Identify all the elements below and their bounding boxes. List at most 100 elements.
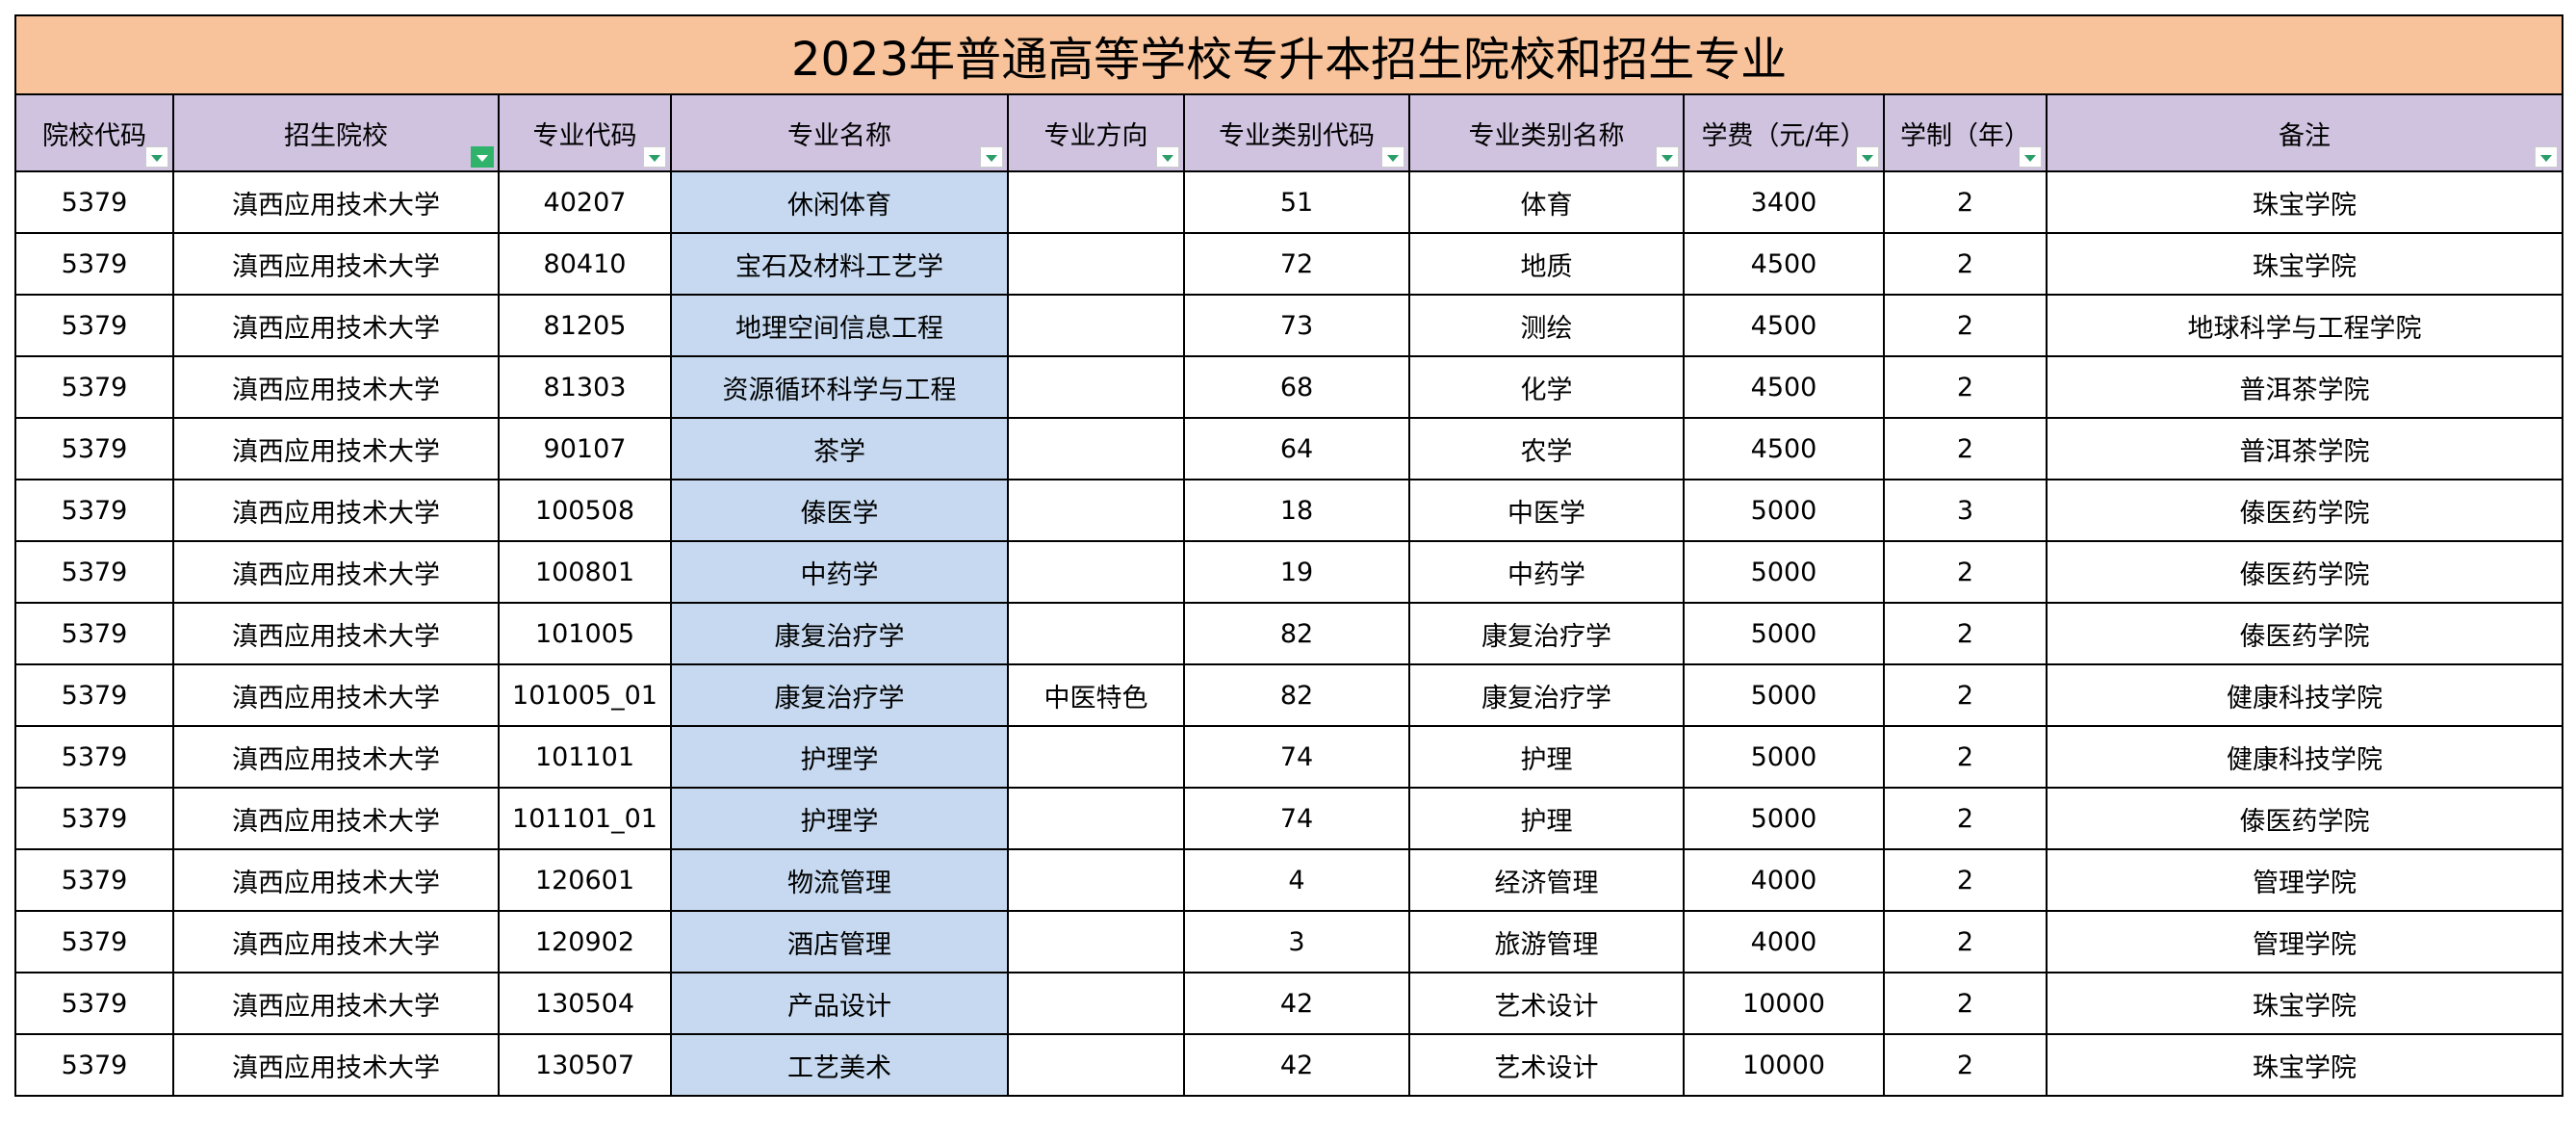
table-cell: 滇西应用技术大学 xyxy=(172,910,500,973)
table-cell: 101005_01 xyxy=(498,663,672,727)
table-cell: 滇西应用技术大学 xyxy=(172,232,500,296)
table-cell: 测绘 xyxy=(1408,294,1685,357)
table-cell: 傣医学 xyxy=(670,479,1009,542)
table-cell: 130507 xyxy=(498,1033,672,1097)
table-row: 5379 滇西应用技术大学 81205 地理空间信息工程 73 测绘 4500 2 地球科学与工… xyxy=(14,294,2564,357)
table-cell: 90107 xyxy=(498,417,672,480)
table-cell xyxy=(1007,355,1185,419)
table-cell: 滇西应用技术大学 xyxy=(172,663,500,727)
table-cell xyxy=(1007,479,1185,542)
table-cell: 5379 xyxy=(14,355,174,419)
table-cell: 5379 xyxy=(14,910,174,973)
table-cell: 120601 xyxy=(498,848,672,912)
table-cell: 护理学 xyxy=(670,725,1009,789)
table-cell: 42 xyxy=(1183,1033,1410,1097)
table-cell: 81303 xyxy=(498,355,672,419)
table-cell: 康复治疗学 xyxy=(670,663,1009,727)
table-cell: 普洱茶学院 xyxy=(2045,417,2564,480)
data-table: 2023年普通高等学校专升本招生院校和招生专业 院校代码 招生院校 专业代码 专业名称… xyxy=(13,14,2564,1097)
table-row: 5379 滇西应用技术大学 101005_01 康复治疗学 中医特色 82 康复治疗学 500… xyxy=(14,663,2564,727)
table-cell: 5379 xyxy=(14,540,174,604)
table-cell xyxy=(1007,417,1185,480)
table-cell: 74 xyxy=(1183,725,1410,789)
table-cell: 5379 xyxy=(14,972,174,1035)
table-cell xyxy=(1007,787,1185,850)
table-cell: 中药学 xyxy=(670,540,1009,604)
column-header[interactable]: 专业类别代码 xyxy=(1183,93,1410,172)
table-cell: 产品设计 xyxy=(670,972,1009,1035)
table-cell: 100801 xyxy=(498,540,672,604)
table-cell: 康复治疗学 xyxy=(1408,663,1685,727)
table-cell: 珠宝学院 xyxy=(2045,972,2564,1035)
table-cell: 10000 xyxy=(1683,972,1885,1035)
column-header[interactable]: 专业类别名称 xyxy=(1408,93,1685,172)
table-cell: 护理学 xyxy=(670,787,1009,850)
header-row: 院校代码 招生院校 专业代码 专业名称 专业方向 专业类别代码 专业类别名称 学费（元/年）学… xyxy=(14,93,2564,172)
table-cell: 2 xyxy=(1883,232,2048,296)
table-row: 5379 滇西应用技术大学 101101 护理学 74 护理 5000 2 健康科技学院 xyxy=(14,725,2564,789)
table-cell: 物流管理 xyxy=(670,848,1009,912)
table-cell: 81205 xyxy=(498,294,672,357)
table-cell xyxy=(1007,602,1185,665)
table-cell xyxy=(1007,972,1185,1035)
table-cell: 5000 xyxy=(1683,663,1885,727)
column-header[interactable]: 专业方向 xyxy=(1007,93,1185,172)
table-row: 5379 滇西应用技术大学 100508 傣医学 18 中医学 5000 3 傣医药学院 xyxy=(14,479,2564,542)
table-cell: 80410 xyxy=(498,232,672,296)
table-cell: 5379 xyxy=(14,848,174,912)
table-cell: 101005 xyxy=(498,602,672,665)
table-cell: 82 xyxy=(1183,602,1410,665)
table-cell xyxy=(1007,294,1185,357)
table-cell: 滇西应用技术大学 xyxy=(172,540,500,604)
table-cell: 74 xyxy=(1183,787,1410,850)
table-cell: 5379 xyxy=(14,170,174,234)
table-cell: 珠宝学院 xyxy=(2045,170,2564,234)
table-cell: 管理学院 xyxy=(2045,910,2564,973)
table-cell: 艺术设计 xyxy=(1408,972,1685,1035)
table-cell: 资源循环科学与工程 xyxy=(670,355,1009,419)
table-cell: 康复治疗学 xyxy=(670,602,1009,665)
table-row: 5379 滇西应用技术大学 101005 康复治疗学 82 康复治疗学 5000 2 傣医药学院 xyxy=(14,602,2564,665)
table-cell: 珠宝学院 xyxy=(2045,232,2564,296)
table-cell: 5000 xyxy=(1683,479,1885,542)
table-cell: 健康科技学院 xyxy=(2045,663,2564,727)
table-cell: 2 xyxy=(1883,170,2048,234)
table-cell: 健康科技学院 xyxy=(2045,725,2564,789)
table-cell: 5000 xyxy=(1683,725,1885,789)
table-cell: 农学 xyxy=(1408,417,1685,480)
table-row: 5379 滇西应用技术大学 90107 茶学 64 农学 4500 2 普洱茶学院 xyxy=(14,417,2564,480)
table-cell xyxy=(1007,232,1185,296)
table-cell: 40207 xyxy=(498,170,672,234)
table-cell: 茶学 xyxy=(670,417,1009,480)
table-cell: 滇西应用技术大学 xyxy=(172,725,500,789)
column-header[interactable]: 招生院校 xyxy=(172,93,500,172)
table-row: 5379 滇西应用技术大学 120601 物流管理 4 经济管理 4000 2 管理学院 xyxy=(14,848,2564,912)
column-header[interactable]: 学费（元/年） xyxy=(1683,93,1885,172)
table-cell: 5379 xyxy=(14,787,174,850)
table-cell: 护理 xyxy=(1408,787,1685,850)
column-header[interactable]: 专业代码 xyxy=(498,93,672,172)
column-header[interactable]: 备注 xyxy=(2045,93,2564,172)
table-cell: 3400 xyxy=(1683,170,1885,234)
column-header[interactable]: 专业名称 xyxy=(670,93,1009,172)
table-cell: 滇西应用技术大学 xyxy=(172,787,500,850)
table-row: 5379 滇西应用技术大学 101101_01 护理学 74 护理 5000 2 傣医药学院 xyxy=(14,787,2564,850)
table-cell: 4 xyxy=(1183,848,1410,912)
table-cell: 4000 xyxy=(1683,848,1885,912)
table-cell: 中医特色 xyxy=(1007,663,1185,727)
table-cell: 傣医药学院 xyxy=(2045,479,2564,542)
table-cell: 傣医药学院 xyxy=(2045,540,2564,604)
column-header[interactable]: 院校代码 xyxy=(14,93,174,172)
table-cell: 82 xyxy=(1183,663,1410,727)
table-cell: 珠宝学院 xyxy=(2045,1033,2564,1097)
table-cell: 5000 xyxy=(1683,540,1885,604)
table-cell: 艺术设计 xyxy=(1408,1033,1685,1097)
column-header[interactable]: 学制（年） xyxy=(1883,93,2048,172)
table-cell: 5379 xyxy=(14,663,174,727)
table-cell: 护理 xyxy=(1408,725,1685,789)
table-row: 5379 滇西应用技术大学 120902 酒店管理 3 旅游管理 4000 2 管理学院 xyxy=(14,910,2564,973)
table-cell: 19 xyxy=(1183,540,1410,604)
table-cell: 地球科学与工程学院 xyxy=(2045,294,2564,357)
table-row: 5379 滇西应用技术大学 130504 产品设计 42 艺术设计 10000 2 珠宝学院 xyxy=(14,972,2564,1035)
